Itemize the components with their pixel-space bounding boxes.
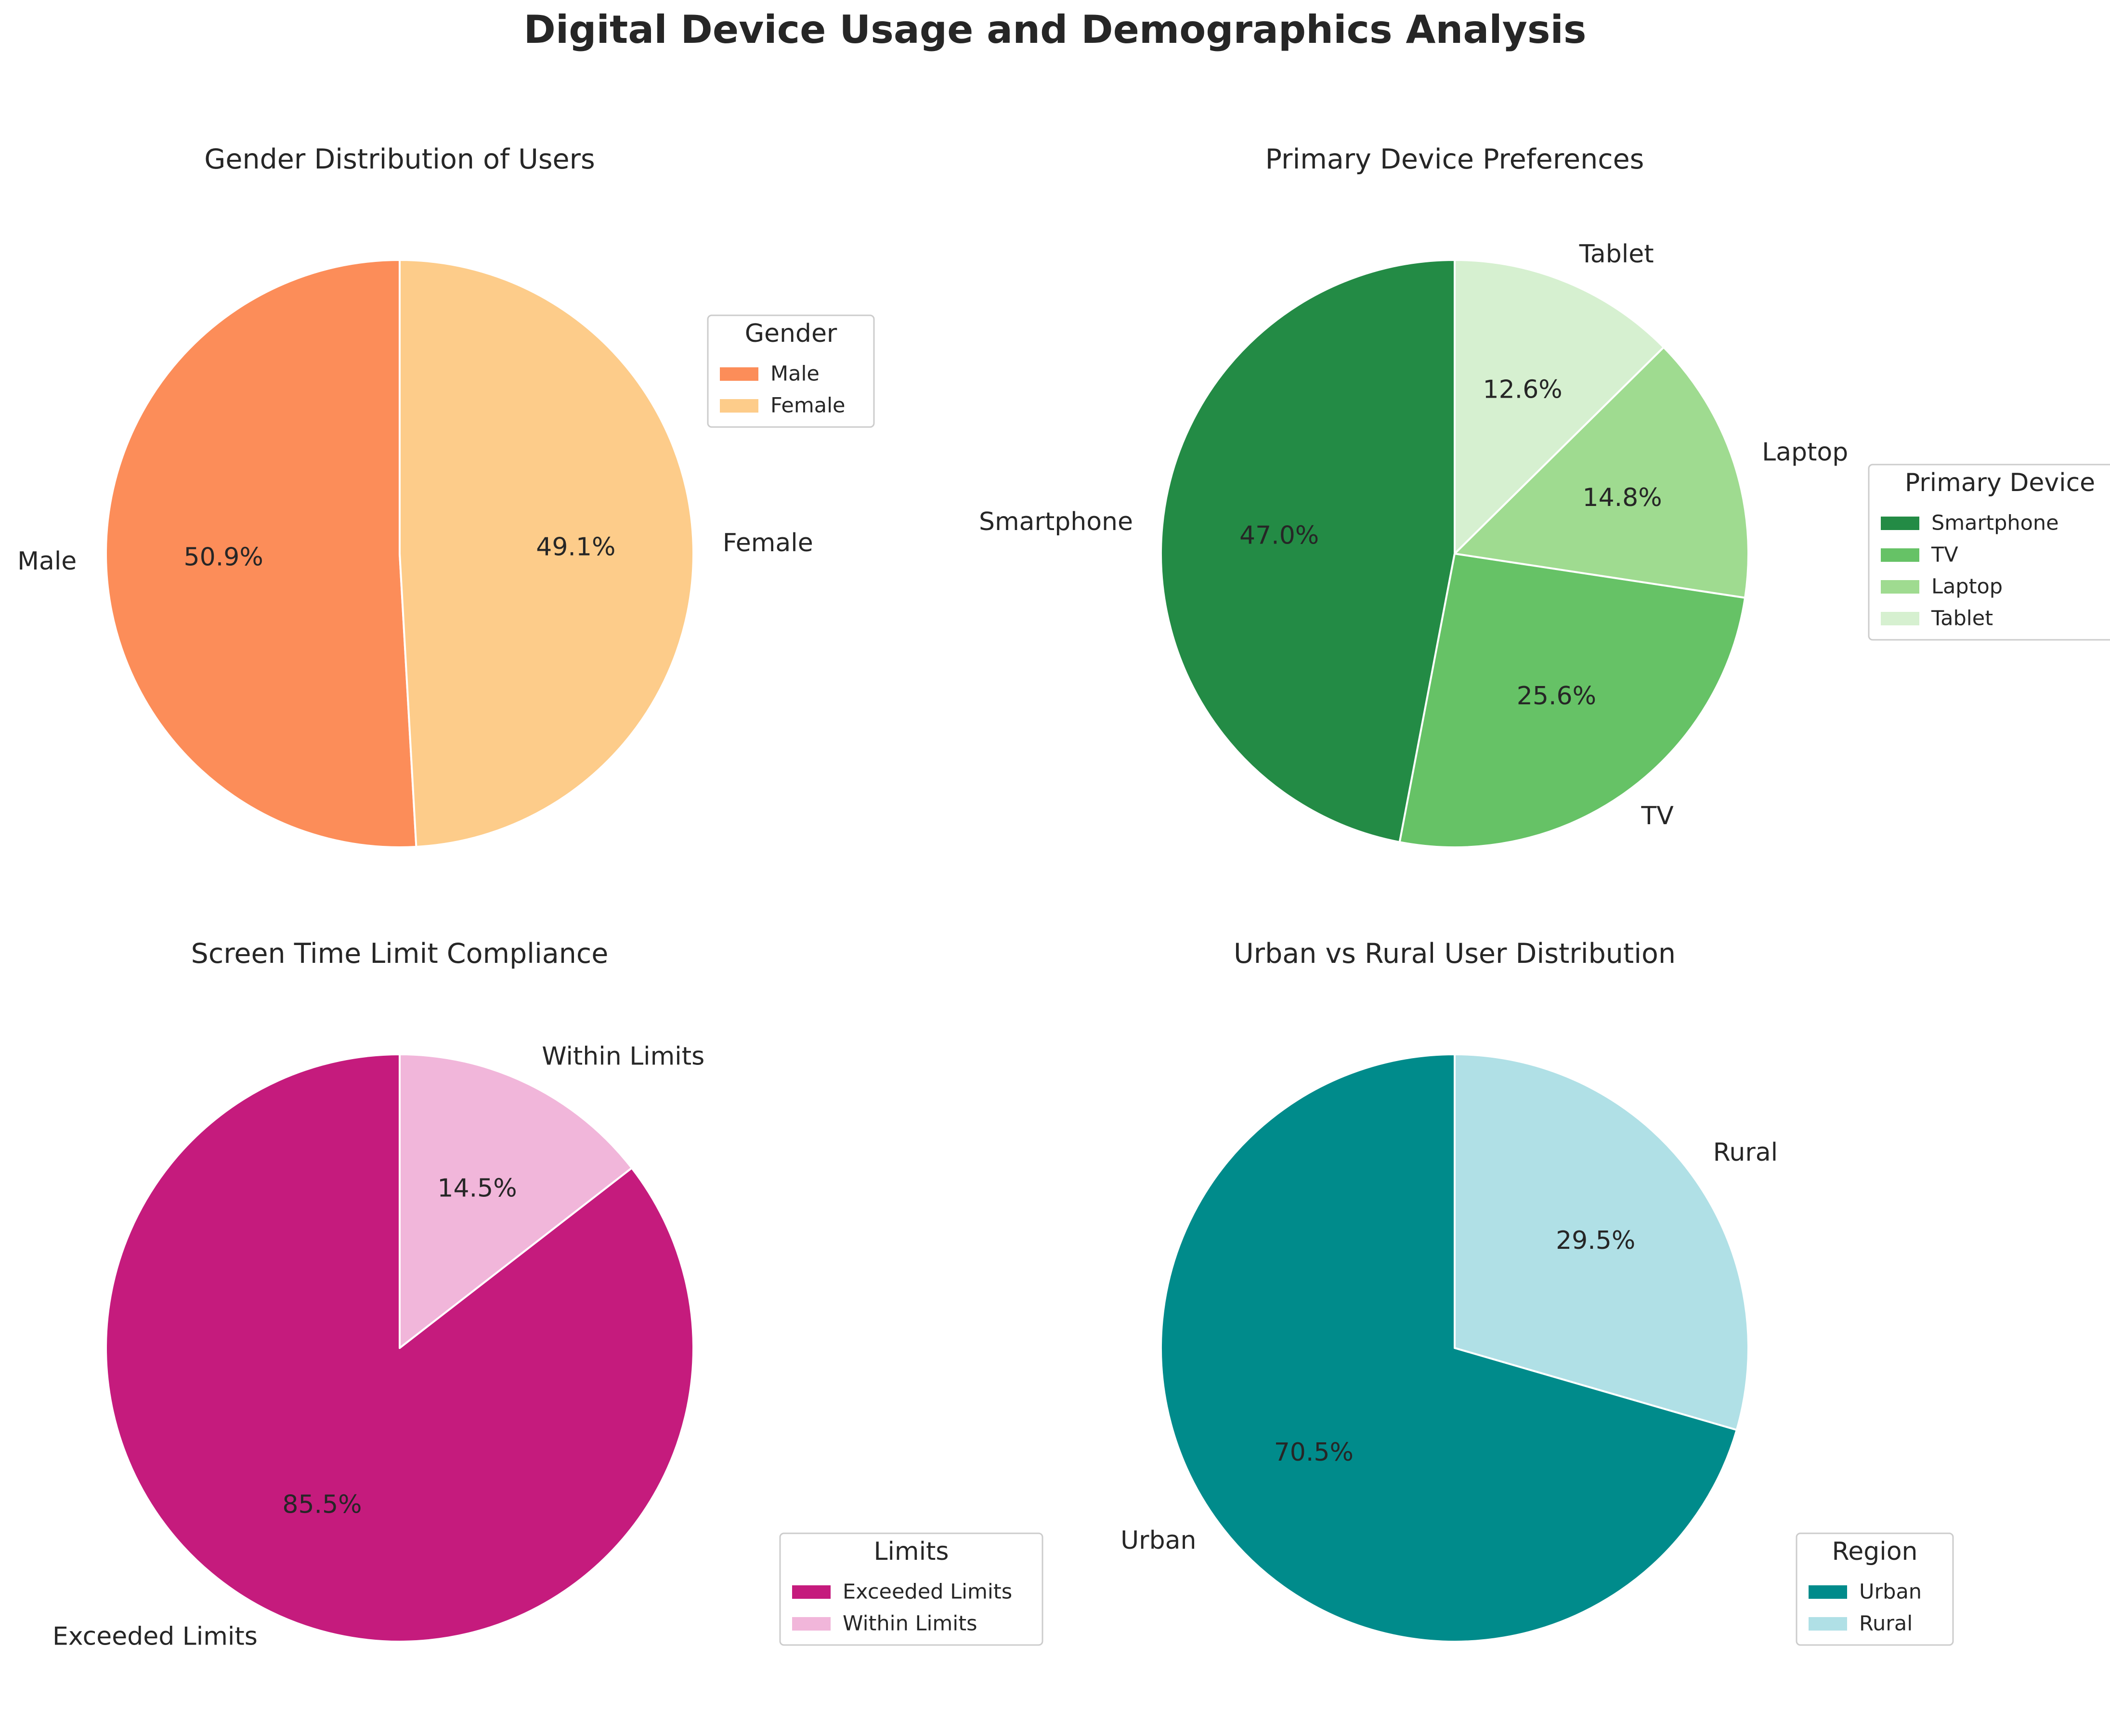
slice-percent-smartphone: 47.0% (1239, 521, 1319, 550)
legend: Limits Exceeded Limits Within Limits (779, 1532, 1043, 1646)
legend-entry-female: Female (770, 394, 845, 418)
legend: Primary Device Smartphone TV Laptop Tablet (1868, 464, 2110, 641)
legend-entry-rural: Rural (1859, 1612, 1913, 1636)
legend-swatch-exceeded-limits (792, 1585, 831, 1599)
slice-label-smartphone: Smartphone (979, 507, 1133, 536)
limits-pie-panel: Screen Time Limit Compliance Exceeded Lim… (0, 886, 1055, 1680)
slice-label-laptop: Laptop (1762, 438, 1848, 467)
legend: Region Urban Rural (1796, 1532, 1954, 1646)
pie-slice-laptop (1454, 346, 1749, 599)
legend-entry-male: Male (770, 362, 820, 386)
legend-entry-smartphone: Smartphone (1931, 511, 2059, 535)
pie-slice-male (104, 259, 417, 848)
legend-swatch-smartphone (1881, 517, 1919, 530)
pie-slice-female (399, 259, 694, 848)
slice-percent-male: 50.9% (184, 543, 263, 571)
legend-title: Region (1832, 1537, 1917, 1566)
gender-pie-panel: Gender Distribution of Users Male 50.9% Fem… (0, 91, 1055, 886)
slice-percent-rural: 29.5% (1556, 1226, 1635, 1255)
slice-label-urban: Urban (1120, 1526, 1196, 1555)
legend: Gender Male Female (707, 314, 875, 428)
slice-label-rural: Rural (1713, 1138, 1778, 1167)
legend-entry-within-limits: Within Limits (843, 1612, 977, 1636)
legend-swatch-male (720, 367, 758, 381)
device-pie-panel: Primary Device Preferences Smartphone 47.0… (979, 91, 2110, 886)
slice-label-exceeded-limits: Exceeded Limits (52, 1622, 258, 1651)
legend-title: Primary Device (1905, 468, 2095, 497)
legend-entry-exceeded-limits: Exceeded Limits (843, 1580, 1012, 1604)
pie-slice-rural (1454, 1053, 1749, 1431)
legend-title: Limits (874, 1537, 949, 1566)
slice-label-within-limits: Within Limits (542, 1042, 704, 1071)
region-pie-panel: Urban vs Rural User Distribution Urban 70.… (1055, 886, 2110, 1680)
slice-label-male: Male (17, 547, 77, 576)
legend-title: Gender (745, 319, 837, 348)
pie-title: Gender Distribution of Users (204, 143, 595, 175)
slice-label-tablet: Tablet (1579, 240, 1654, 269)
legend-swatch-urban (1809, 1585, 1847, 1599)
legend-swatch-tablet (1881, 612, 1919, 625)
pie-slice-smartphone (1159, 259, 1456, 843)
pie-slice-tablet (1454, 259, 1665, 555)
slice-label-tv: TV (1641, 802, 1674, 830)
slice-percent-urban: 70.5% (1274, 1438, 1354, 1467)
legend-swatch-female (720, 399, 758, 413)
slice-percent-tablet: 12.6% (1483, 375, 1563, 404)
legend-swatch-rural (1809, 1617, 1847, 1631)
slice-percent-tv: 25.6% (1517, 682, 1596, 711)
slice-percent-within-limits: 14.5% (437, 1174, 517, 1203)
pie-slice-urban (1160, 1053, 1738, 1643)
legend-swatch-within-limits (792, 1617, 831, 1631)
pie-slice-tv (1398, 553, 1746, 848)
slice-percent-laptop: 14.8% (1582, 483, 1662, 512)
pie-title: Primary Device Preferences (1265, 143, 1644, 175)
legend-swatch-tv (1881, 548, 1919, 562)
legend-entry-tv: TV (1931, 543, 1958, 567)
legend-swatch-laptop (1881, 580, 1919, 594)
slice-label-female: Female (723, 529, 813, 557)
legend-entry-urban: Urban (1859, 1580, 1922, 1604)
slice-percent-female: 49.1% (536, 533, 615, 562)
legend-entry-tablet: Tablet (1931, 607, 1993, 631)
legend-entry-laptop: Laptop (1931, 575, 2003, 599)
pie-title: Urban vs Rural User Distribution (1234, 938, 1676, 970)
pie-title: Screen Time Limit Compliance (191, 938, 609, 970)
slice-percent-exceeded-limits: 85.5% (282, 1490, 362, 1519)
figure-title: Digital Device Usage and Demographics An… (523, 7, 1587, 52)
pie-slice-within-limits (399, 1053, 633, 1349)
